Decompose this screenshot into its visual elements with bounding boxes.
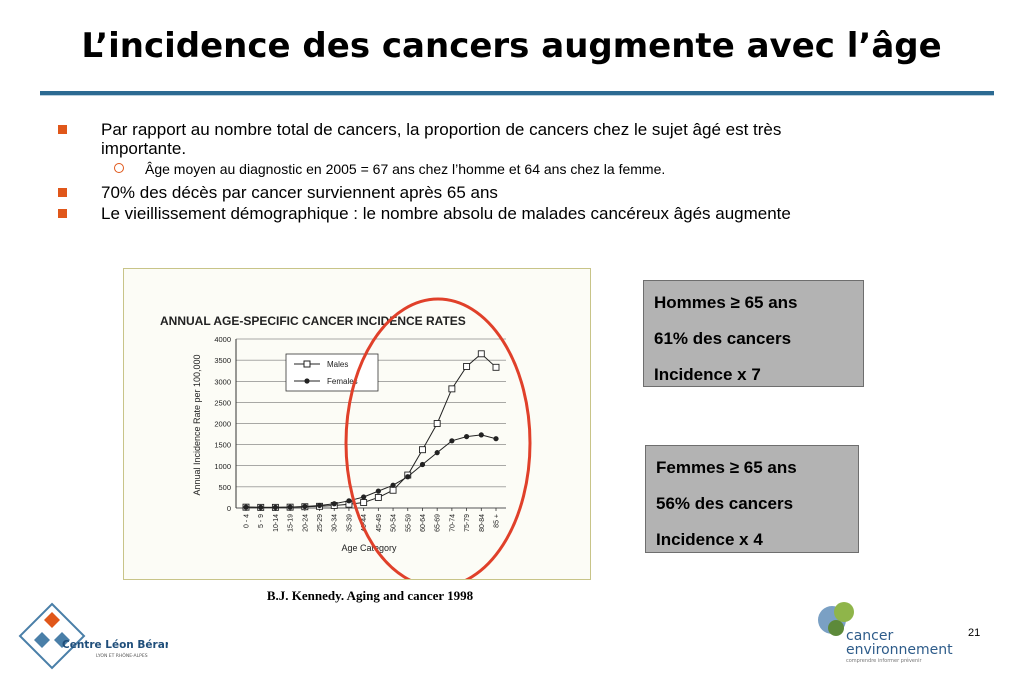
data-point-females — [419, 461, 426, 468]
data-point-males — [419, 446, 426, 454]
circle-bullet-icon — [114, 163, 124, 173]
series-line-females — [245, 434, 497, 508]
bullet-text: Le vieillissement démographique : le nom… — [101, 204, 791, 223]
y-axis-label: Annual Incidence Rate per 100,000 — [192, 354, 202, 495]
x-tick-label: 5 - 9 — [258, 514, 265, 528]
page-number: 21 — [968, 627, 981, 639]
chart-caption: B.J. Kennedy. Aging and cancer 1998 — [266, 588, 474, 603]
data-point-males — [360, 499, 368, 506]
highlight-circle — [344, 297, 532, 589]
legend-label-females: Females — [327, 377, 358, 386]
x-tick-label: 0 - 4 — [244, 514, 251, 528]
data-point-males — [477, 350, 485, 358]
x-tick-label: 55-59 — [405, 514, 412, 532]
x-tick-label: 65-69 — [435, 514, 442, 532]
square-bullet-icon — [58, 125, 67, 134]
x-tick-label: 10-14 — [273, 514, 280, 532]
x-tick-label: 15-19 — [288, 514, 295, 532]
square-bullet-icon — [58, 209, 67, 218]
x-tick-label: 20-24 — [302, 514, 309, 532]
legend-marker-males — [303, 360, 311, 368]
data-point-females — [449, 438, 455, 444]
men-line2: 61% des cancers — [654, 329, 792, 348]
bullet-item: Par rapport au nombre total de cancers, … — [58, 120, 858, 158]
bullet-text: 70% des décès par cancer surviennent apr… — [101, 183, 498, 202]
legend-marker-females — [304, 378, 310, 384]
data-point-females — [478, 432, 484, 438]
data-point-males — [389, 486, 397, 494]
data-point-males — [463, 363, 471, 370]
y-tick-label: 2500 — [214, 398, 231, 407]
data-point-males — [433, 420, 441, 427]
data-point-females — [463, 433, 470, 440]
x-tick-label: 45-49 — [376, 514, 383, 532]
x-tick-label: 75-79 — [464, 514, 471, 532]
men-line3: Incidence x 7 — [654, 365, 761, 384]
data-point-males — [448, 385, 456, 393]
women-line2: 56% des cancers — [656, 494, 794, 513]
men-line1: Hommes ≥ 65 ans — [654, 293, 798, 312]
sub-bullet-item: Âge moyen au diagnostic en 2005 = 67 ans… — [58, 161, 858, 177]
data-point-females — [346, 498, 352, 504]
x-tick-label: 50-54 — [391, 514, 398, 532]
logo-right-line1: cancer — [846, 628, 893, 644]
centre-leon-berard-logo: Centre Léon Bérard LYON ET RHÔNE-ALPES — [18, 602, 168, 670]
x-tick-label: 85 + — [494, 514, 501, 528]
data-point-females — [316, 502, 323, 509]
y-tick-label: 3000 — [214, 377, 231, 386]
x-tick-label: 60-64 — [420, 514, 427, 532]
data-point-females — [361, 494, 367, 500]
y-tick-label: 2000 — [214, 420, 231, 429]
x-tick-label: 70-74 — [449, 514, 456, 532]
page-title: L’incidence des cancers augmente avec l’… — [81, 26, 942, 66]
cancer-environnement-logo: cancer environnement comprendre informer… — [818, 602, 953, 664]
chart-frame: ANNUAL AGE-SPECIFIC CANCER INCIDENCE RAT… — [123, 268, 591, 589]
data-point-females — [331, 501, 337, 507]
bullet-item: 70% des décès par cancer surviennent apr… — [58, 183, 858, 202]
x-tick-label: 80-84 — [479, 514, 486, 532]
title-rule-light — [40, 95, 994, 96]
legend-label-males: Males — [327, 360, 348, 369]
logo-left-name: Centre Léon Bérard — [62, 639, 168, 651]
y-tick-label: 4000 — [214, 335, 231, 344]
x-tick-label: 25-29 — [317, 514, 324, 532]
logo-right-line2: environnement — [846, 642, 953, 658]
data-point-females — [287, 504, 293, 510]
women-stats-box: Femmes ≥ 65 ans 56% des cancers Incidenc… — [645, 445, 859, 553]
chart-title: ANNUAL AGE-SPECIFIC CANCER INCIDENCE RAT… — [160, 314, 466, 328]
logo-left-sub: LYON ET RHÔNE-ALPES — [96, 652, 148, 659]
bullet-item: Le vieillissement démographique : le nom… — [58, 204, 858, 223]
y-tick-label: 3500 — [214, 356, 231, 365]
women-line3: Incidence x 4 — [656, 530, 763, 549]
logo-right-tagline: comprendre informer prévenir — [846, 657, 923, 664]
y-tick-label: 500 — [218, 483, 231, 492]
y-tick-label: 1500 — [214, 441, 231, 450]
bullet-list: Par rapport au nombre total de cancers, … — [58, 120, 858, 225]
data-point-females — [390, 482, 396, 488]
data-point-males — [492, 363, 500, 371]
data-point-females — [243, 504, 249, 510]
data-point-females — [302, 503, 308, 510]
men-stats-box: Hommes ≥ 65 ans 61% des cancers Incidenc… — [643, 280, 864, 387]
women-line1: Femmes ≥ 65 ans — [656, 458, 797, 477]
y-tick-label: 0 — [227, 504, 231, 513]
y-tick-label: 1000 — [214, 462, 231, 471]
sub-bullet-text: Âge moyen au diagnostic en 2005 = 67 ans… — [145, 161, 666, 177]
incidence-chart: ANNUAL AGE-SPECIFIC CANCER INCIDENCE RAT… — [160, 297, 532, 589]
data-point-females — [493, 436, 499, 442]
x-tick-label: 35-39 — [346, 514, 353, 532]
x-tick-label: 40-44 — [361, 514, 368, 532]
data-point-females — [272, 504, 279, 510]
data-point-males — [374, 493, 382, 501]
square-bullet-icon — [58, 188, 67, 197]
data-point-females — [375, 488, 381, 494]
data-point-females — [434, 450, 440, 456]
data-point-females — [405, 474, 411, 480]
title-rule — [40, 91, 994, 95]
bullet-text: Par rapport au nombre total de cancers, … — [101, 120, 782, 158]
x-tick-label: 30-34 — [332, 514, 339, 532]
data-point-females — [258, 504, 264, 510]
x-axis-label: Age Category — [341, 543, 397, 553]
